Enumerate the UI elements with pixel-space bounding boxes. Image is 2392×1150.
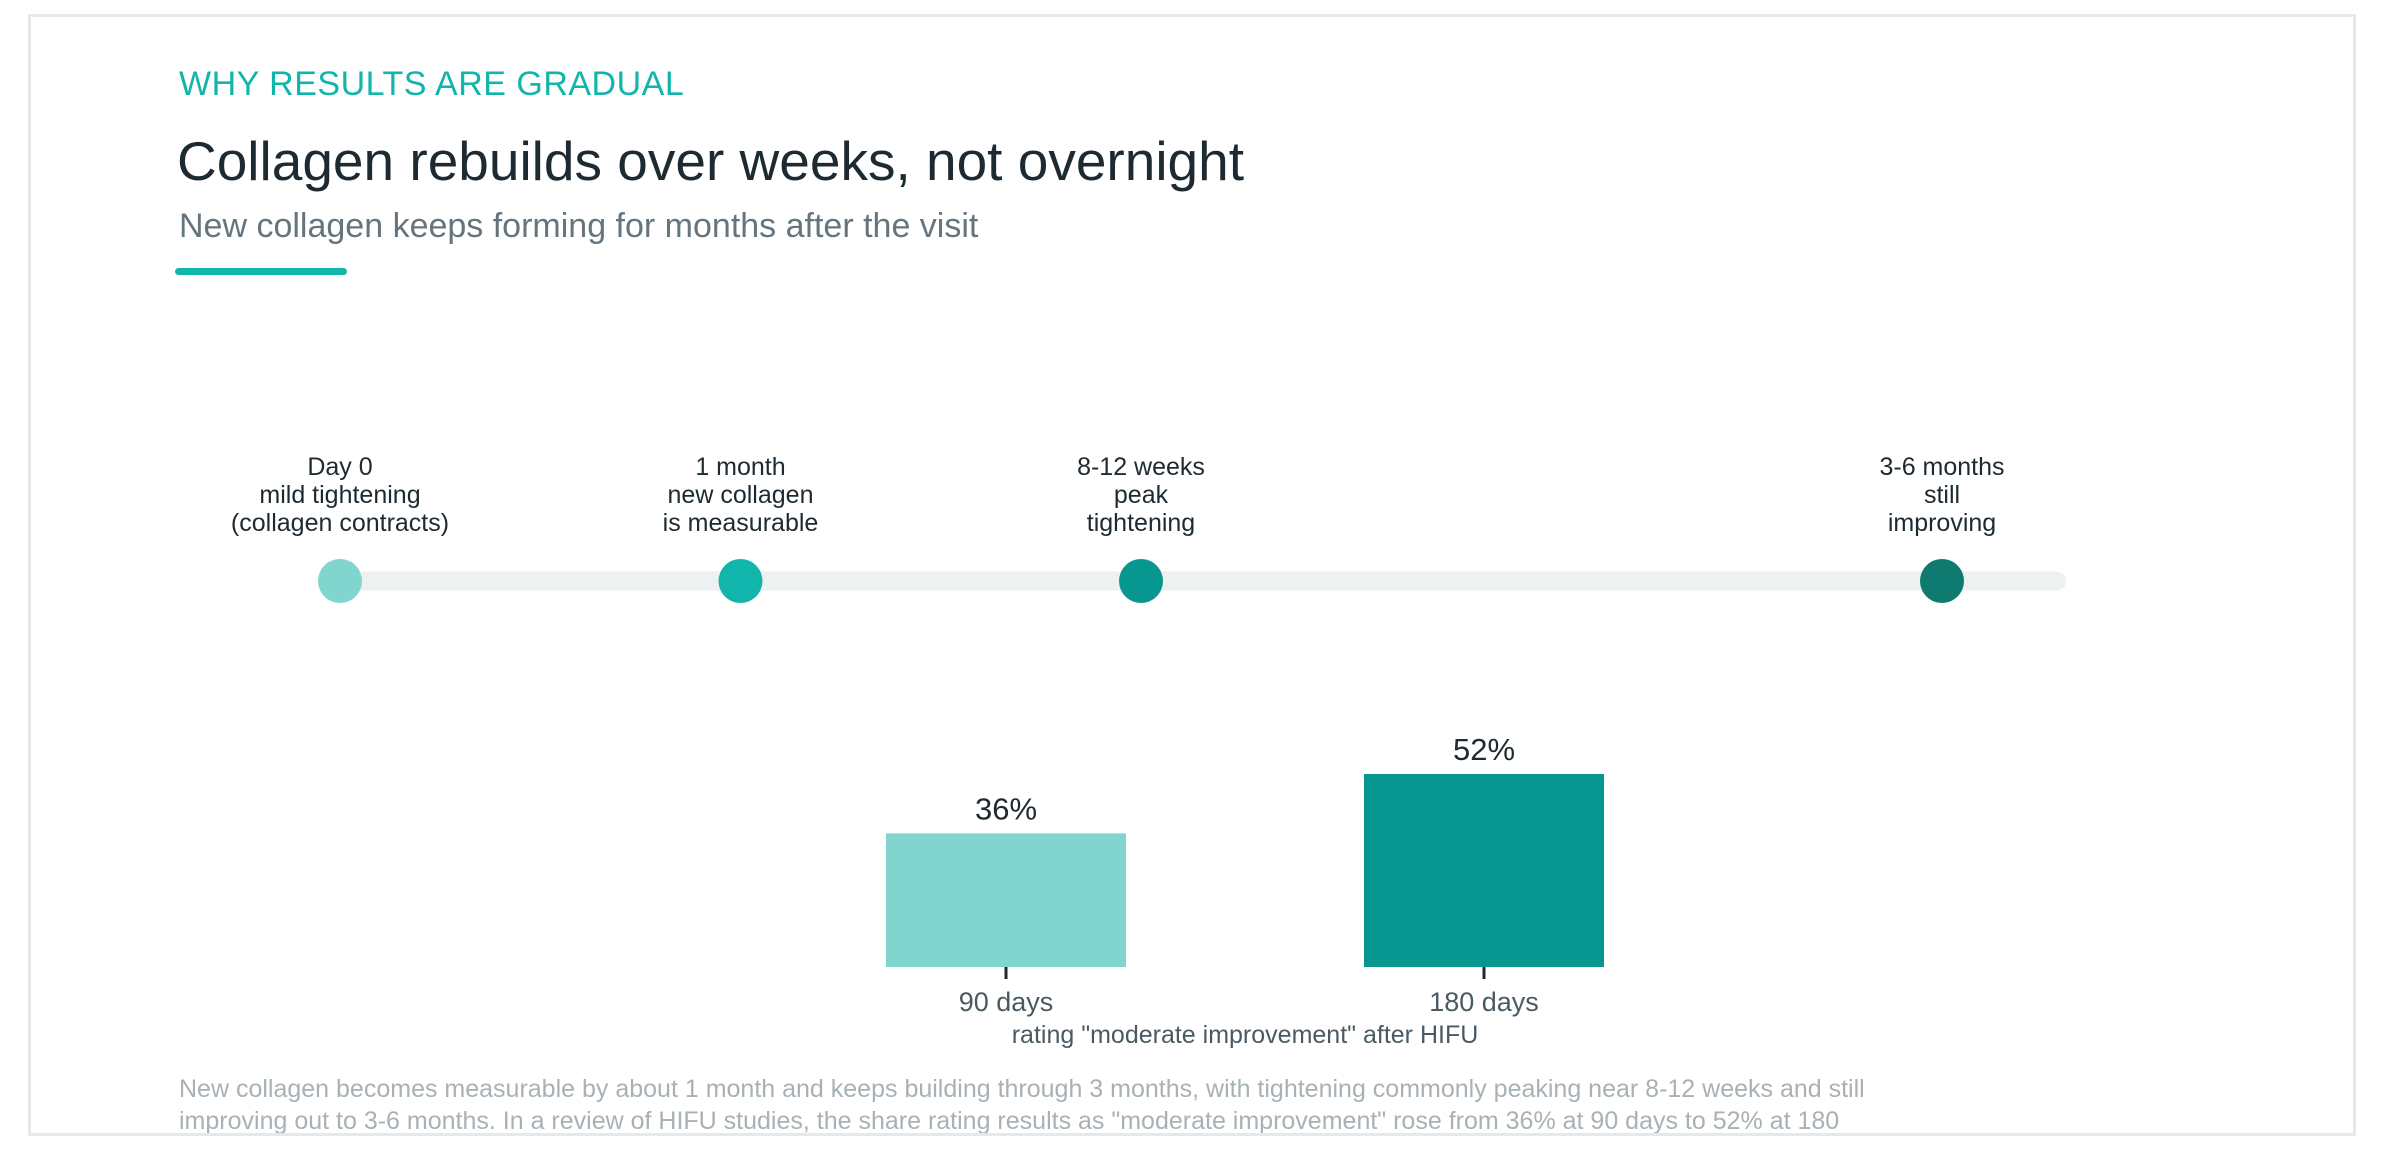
accent-underline xyxy=(175,268,347,275)
bar xyxy=(1364,774,1604,967)
milestone-dot xyxy=(718,559,763,603)
bar-value-label: 52% xyxy=(1453,732,1515,767)
x-axis-label: rating "moderate improvement" after HIFU xyxy=(1012,1021,1479,1049)
milestone-label-line: Day 0 xyxy=(307,453,372,481)
footnote: New collagen becomes measurable by about… xyxy=(179,1075,1865,1135)
milestone-dot xyxy=(318,559,362,603)
milestone-label-line: 8-12 weeks xyxy=(1077,453,1205,481)
milestone-label-line: tightening xyxy=(1087,509,1195,537)
milestone-label-line: is measurable xyxy=(663,509,819,537)
bar-value-label: 36% xyxy=(975,791,1037,826)
x-tick-label: 90 days xyxy=(959,987,1054,1017)
milestone-label-line: improving xyxy=(1888,509,1996,537)
milestone-label-line: (collagen contracts) xyxy=(231,509,449,537)
timeline-track xyxy=(323,571,2066,591)
milestone-label-line: mild tightening xyxy=(259,481,420,509)
milestone-dot xyxy=(1119,559,1163,603)
bar xyxy=(886,833,1126,967)
milestone-label-line: still xyxy=(1924,481,1960,509)
x-tick-label: 180 days xyxy=(1429,987,1539,1017)
bar-chart: 36% 90 days 52% 180 days rating "moderate im… xyxy=(886,732,1604,1049)
section-eyebrow: WHY RESULTS ARE GRADUAL xyxy=(179,65,685,103)
milestone-label-line: 1 month xyxy=(695,453,785,481)
milestone-label-line: new collagen xyxy=(668,481,814,509)
milestone-label-line: 3-6 months xyxy=(1879,453,2004,481)
milestone-label-line: peak xyxy=(1114,481,1169,509)
page-title: Collagen rebuilds over weeks, not overni… xyxy=(177,130,1244,192)
milestone-dot xyxy=(1920,559,1964,603)
page-subtitle: New collagen keeps forming for months af… xyxy=(179,207,979,245)
